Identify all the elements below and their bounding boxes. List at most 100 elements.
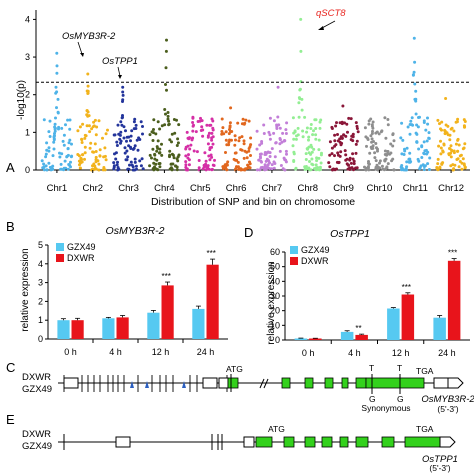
snp-point	[318, 165, 322, 169]
snp-point	[381, 167, 385, 171]
snp-point	[409, 119, 413, 123]
snp-point	[245, 156, 249, 160]
snp-point	[383, 116, 387, 120]
snp-point	[239, 167, 243, 171]
snp-point	[67, 141, 71, 145]
snp-point	[138, 159, 142, 163]
snp-point	[268, 167, 271, 170]
snp-point	[458, 154, 462, 158]
snp-point	[259, 156, 262, 160]
snp-point	[112, 161, 116, 165]
snp-point	[210, 145, 214, 149]
snp-point	[191, 116, 195, 120]
snp-point	[81, 122, 85, 126]
chromosome-label: Chr10	[366, 183, 392, 194]
chromosome-label: Chr4	[154, 183, 175, 194]
snp-point	[255, 168, 259, 172]
snp-point	[266, 163, 270, 167]
snp-point	[168, 149, 172, 153]
snp-point	[51, 154, 55, 158]
snp-point	[44, 155, 48, 159]
snp-point	[277, 123, 281, 127]
snp-point	[462, 163, 466, 167]
snp-point	[374, 142, 378, 145]
panel-d-ylabel: relative expression	[266, 261, 277, 344]
snp-point	[209, 123, 213, 127]
snp-point	[119, 130, 123, 134]
snp-point	[55, 71, 59, 75]
snp-point	[45, 168, 49, 172]
snp-point	[408, 123, 412, 126]
snp-point	[260, 140, 264, 143]
snp-point	[92, 120, 96, 124]
snp-point	[53, 132, 56, 135]
snp-point	[195, 150, 199, 154]
snp-point	[54, 116, 57, 120]
snp-point	[221, 126, 225, 130]
snp-point	[141, 125, 144, 128]
snp-point	[213, 158, 216, 162]
snp-point	[83, 157, 86, 161]
snp-point	[454, 142, 458, 146]
snp-point	[426, 122, 430, 126]
snp-point	[427, 131, 431, 135]
snp-point	[65, 155, 69, 159]
snp-point	[184, 154, 188, 158]
snp-point	[284, 160, 288, 164]
snp-point	[42, 168, 46, 172]
panel-e-row2-label: GZX49	[22, 441, 52, 452]
exon-box	[355, 377, 367, 389]
snp-point	[227, 140, 231, 144]
snp-point	[210, 168, 214, 172]
snp-point	[333, 168, 337, 172]
snp-point	[333, 139, 337, 143]
utr-5-box	[202, 377, 218, 389]
snp-point	[375, 163, 379, 167]
snp-point	[48, 135, 52, 138]
snp-point	[262, 123, 266, 127]
x-tick-label: 4 h	[348, 348, 361, 358]
snp-point	[370, 132, 374, 135]
snp-point	[308, 168, 312, 172]
panel-a-xlabel: Distribution of SNP and bin on chromosom…	[151, 196, 355, 208]
snp-point	[389, 142, 393, 146]
snp-point	[64, 123, 67, 127]
snp-point	[292, 159, 296, 162]
snp-point	[155, 149, 159, 153]
snp-point	[268, 155, 272, 158]
snp-point	[281, 167, 285, 171]
chromosome-label: Chr2	[83, 183, 104, 194]
snp-point	[163, 123, 167, 127]
snp-point	[305, 167, 309, 171]
snp-point	[115, 144, 119, 147]
snp-point	[62, 133, 66, 137]
significance-label: ***	[162, 272, 171, 281]
snp-point	[317, 138, 321, 142]
snp-point	[151, 147, 155, 151]
snp-point	[425, 139, 429, 143]
snp-point	[136, 148, 140, 152]
snp-point	[371, 144, 375, 148]
snp-point	[351, 132, 355, 136]
x-tick-label: 0 h	[302, 348, 315, 358]
snp-point	[265, 157, 269, 161]
snp-point	[163, 108, 167, 111]
snp-point	[158, 127, 162, 131]
snp-point	[103, 146, 107, 150]
snp-point	[113, 133, 117, 137]
snp-point	[307, 135, 311, 139]
snp-point	[165, 38, 168, 42]
snp-point	[102, 166, 106, 169]
snp-point	[83, 133, 87, 137]
snp-point	[318, 126, 322, 130]
arrowhead-icon	[118, 75, 122, 79]
snp-point	[47, 130, 51, 134]
snp-point	[418, 115, 421, 119]
snp-point	[412, 36, 416, 40]
snp-point	[230, 130, 234, 133]
panel-b-ylabel-text: relative expression	[20, 248, 31, 331]
snp-point	[351, 157, 355, 161]
snp-point	[59, 167, 63, 171]
snp-point	[160, 153, 164, 157]
snp-point	[452, 151, 456, 155]
